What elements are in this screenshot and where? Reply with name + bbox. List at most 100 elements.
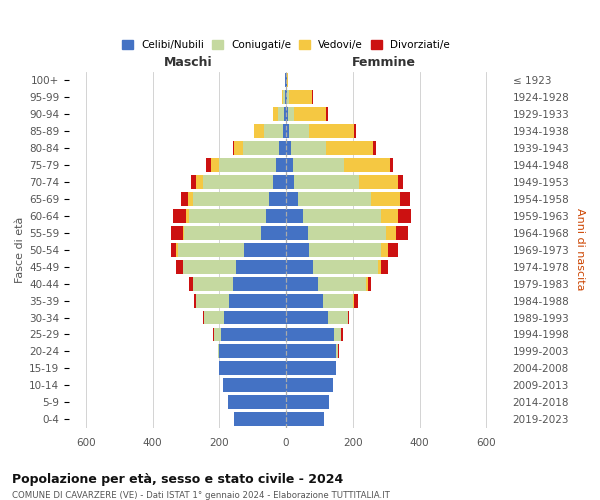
Bar xyxy=(308,226,386,239)
Bar xyxy=(236,260,286,274)
Bar xyxy=(371,192,400,205)
Bar xyxy=(348,310,349,324)
Bar xyxy=(326,141,373,155)
Legend: Celibi/Nubili, Coniugati/e, Vedovi/e, Divorziati/e: Celibi/Nubili, Coniugati/e, Vedovi/e, Di… xyxy=(118,36,454,54)
Bar xyxy=(288,107,295,121)
Text: Popolazione per età, sesso e stato civile - 2024: Popolazione per età, sesso e stato civil… xyxy=(12,472,343,486)
Bar xyxy=(244,242,286,256)
Bar xyxy=(400,192,410,205)
Bar xyxy=(191,175,196,189)
Bar xyxy=(336,344,338,358)
Bar xyxy=(355,124,356,138)
Bar xyxy=(220,344,286,358)
Bar xyxy=(286,344,336,358)
Bar xyxy=(233,141,235,155)
Bar xyxy=(359,175,398,189)
Bar xyxy=(396,226,408,239)
Bar xyxy=(313,260,378,274)
Bar xyxy=(334,328,341,342)
Bar xyxy=(254,124,265,138)
Bar xyxy=(176,260,182,274)
Bar xyxy=(388,242,398,256)
Bar xyxy=(194,294,196,308)
Bar xyxy=(310,124,355,138)
Bar xyxy=(224,310,286,324)
Bar xyxy=(280,141,286,155)
Bar xyxy=(278,107,284,121)
Bar xyxy=(206,158,211,172)
Bar xyxy=(189,209,266,222)
Bar xyxy=(318,276,366,290)
Bar xyxy=(203,175,273,189)
Bar xyxy=(366,276,368,290)
Bar xyxy=(286,141,291,155)
Bar xyxy=(221,328,286,342)
Bar xyxy=(171,226,182,239)
Bar xyxy=(389,158,393,172)
Bar xyxy=(289,124,310,138)
Bar xyxy=(286,124,289,138)
Bar xyxy=(344,158,389,172)
Bar xyxy=(235,412,286,426)
Bar xyxy=(204,310,224,324)
Bar xyxy=(212,328,214,342)
Bar xyxy=(286,310,328,324)
Bar xyxy=(273,175,286,189)
Bar xyxy=(381,209,398,222)
Bar xyxy=(291,141,326,155)
Bar xyxy=(220,158,276,172)
Bar xyxy=(373,141,376,155)
Bar xyxy=(286,378,333,392)
Bar xyxy=(286,242,310,256)
Bar xyxy=(312,90,313,104)
Bar xyxy=(242,141,280,155)
Bar xyxy=(265,124,283,138)
Bar xyxy=(328,310,348,324)
Bar xyxy=(286,362,336,376)
Bar xyxy=(286,396,329,409)
Bar xyxy=(286,90,287,104)
Bar xyxy=(287,73,289,87)
Bar xyxy=(310,242,381,256)
Bar xyxy=(286,412,325,426)
Bar xyxy=(273,107,278,121)
Bar xyxy=(235,141,242,155)
Bar xyxy=(218,344,220,358)
Bar xyxy=(261,226,286,239)
Bar xyxy=(398,175,403,189)
Bar xyxy=(323,294,353,308)
Bar xyxy=(341,328,343,342)
Bar xyxy=(184,226,261,239)
Bar xyxy=(182,226,184,239)
Bar xyxy=(398,209,411,222)
Bar xyxy=(284,107,286,121)
Bar xyxy=(227,396,286,409)
Bar xyxy=(293,158,344,172)
Text: Maschi: Maschi xyxy=(164,56,213,69)
Bar xyxy=(286,158,293,172)
Text: Femmine: Femmine xyxy=(352,56,416,69)
Bar xyxy=(193,192,269,205)
Bar xyxy=(223,378,286,392)
Bar xyxy=(326,107,328,121)
Bar xyxy=(338,344,340,358)
Bar xyxy=(283,90,285,104)
Bar xyxy=(233,276,286,290)
Text: COMUNE DI CAVARZERE (VE) - Dati ISTAT 1° gennaio 2024 - Elaborazione TUTTITALIA.: COMUNE DI CAVARZERE (VE) - Dati ISTAT 1°… xyxy=(12,491,390,500)
Bar xyxy=(303,209,381,222)
Bar xyxy=(285,90,286,104)
Bar xyxy=(176,242,178,256)
Bar xyxy=(211,158,220,172)
Bar xyxy=(353,294,355,308)
Bar xyxy=(286,260,313,274)
Bar xyxy=(189,276,193,290)
Bar xyxy=(229,294,286,308)
Bar xyxy=(188,192,193,205)
Bar xyxy=(282,90,283,104)
Bar xyxy=(266,209,286,222)
Bar xyxy=(295,107,326,121)
Bar xyxy=(286,107,288,121)
Bar xyxy=(182,260,236,274)
Bar xyxy=(214,328,221,342)
Bar xyxy=(287,90,289,104)
